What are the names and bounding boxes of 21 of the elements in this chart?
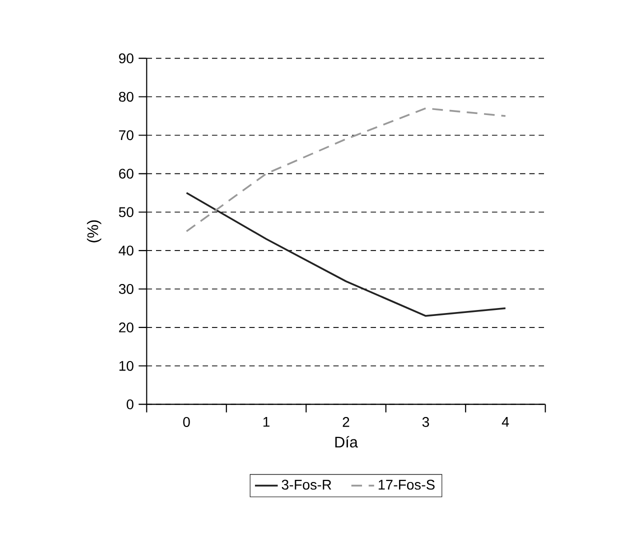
y-tick-label: 50	[118, 207, 134, 218]
y-tick-label: 20	[119, 322, 134, 332]
y-tick-label: 30	[118, 284, 134, 294]
line-series	[186, 107, 506, 232]
x-tick-label: 0	[183, 417, 190, 427]
y-tick-label: 90	[119, 53, 134, 64]
x-tick-label: 4	[502, 417, 509, 427]
y-tick-label: 40	[118, 246, 134, 256]
y-tick-label: 80	[118, 92, 134, 102]
x-tick-label: 3	[422, 417, 430, 427]
x-tick-label: 2	[342, 417, 350, 427]
x-tick-label: 1	[263, 417, 270, 427]
y-tick-label: 10	[119, 360, 134, 371]
x-axis-title: Día	[335, 436, 358, 448]
line-series	[186, 192, 506, 317]
y-tick-label: 70	[119, 130, 134, 140]
y-axis-title: (%)	[86, 220, 102, 242]
y-tick-label: 0	[126, 399, 134, 410]
legend-label: 17-Fos-S	[378, 480, 435, 490]
legend-label: 3-Fos-R	[282, 480, 332, 490]
y-tick-label: 60	[119, 168, 134, 179]
